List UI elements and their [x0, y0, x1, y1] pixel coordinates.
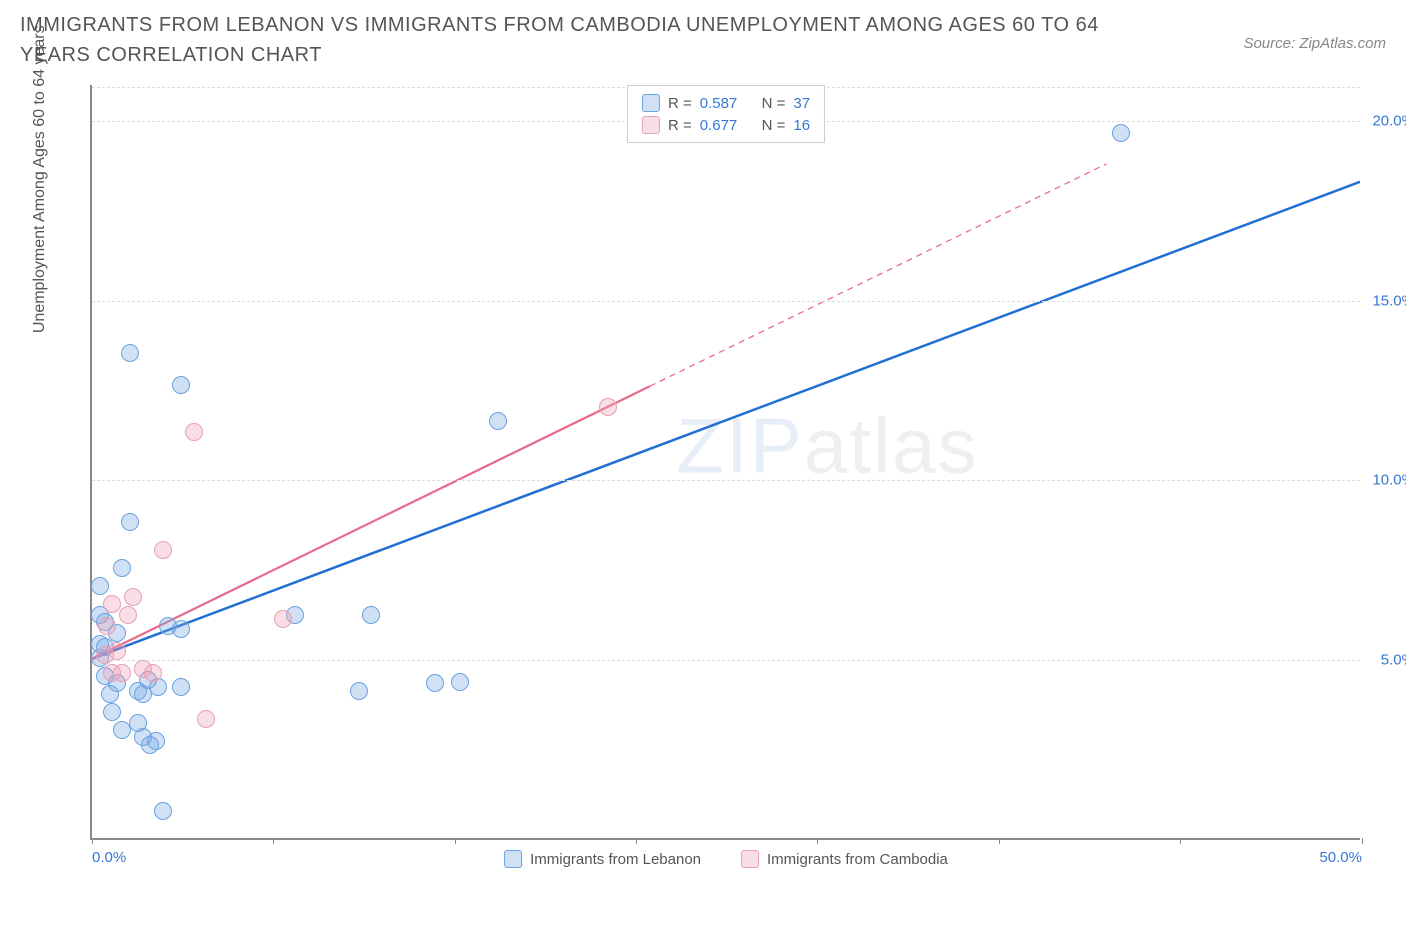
chart-container: Unemployment Among Ages 60 to 64 years R…	[60, 85, 1380, 870]
data-point-lebanon	[91, 577, 109, 595]
data-point-cambodia	[98, 617, 116, 635]
swatch-icon	[741, 850, 759, 868]
legend-label: Immigrants from Cambodia	[767, 851, 948, 868]
legend-item-lebanon: Immigrants from Lebanon	[504, 850, 701, 868]
stats-box: R = 0.587 N = 37 R = 0.677 N = 16	[627, 85, 825, 143]
data-point-lebanon	[172, 376, 190, 394]
data-point-lebanon	[121, 513, 139, 531]
header: IMMIGRANTS FROM LEBANON VS IMMIGRANTS FR…	[0, 0, 1406, 75]
data-point-lebanon	[451, 673, 469, 691]
x-tick	[636, 838, 637, 844]
stats-row-lebanon: R = 0.587 N = 37	[642, 92, 810, 114]
x-tick	[1180, 838, 1181, 844]
x-tick	[817, 838, 818, 844]
data-point-cambodia	[599, 398, 617, 416]
data-point-cambodia	[154, 541, 172, 559]
trend-lines	[92, 85, 1360, 838]
data-point-lebanon	[121, 344, 139, 362]
watermark-part2: atlas	[804, 402, 979, 490]
data-point-lebanon	[103, 703, 121, 721]
swatch-icon	[642, 116, 660, 134]
data-point-cambodia	[108, 642, 126, 660]
stat-r-label: R =	[668, 117, 692, 134]
data-point-cambodia	[124, 588, 142, 606]
data-point-lebanon	[154, 802, 172, 820]
stat-r-value: 0.587	[700, 95, 738, 112]
stat-r-value: 0.677	[700, 117, 738, 134]
x-tick	[455, 838, 456, 844]
stat-r-label: R =	[668, 95, 692, 112]
data-point-cambodia	[144, 664, 162, 682]
watermark-part1: ZIP	[676, 402, 803, 490]
data-point-cambodia	[113, 664, 131, 682]
x-tick	[92, 838, 93, 844]
swatch-icon	[642, 94, 660, 112]
gridline	[92, 480, 1360, 481]
stat-n-value: 16	[793, 117, 810, 134]
data-point-lebanon	[362, 606, 380, 624]
y-axis-title: Unemployment Among Ages 60 to 64 years	[31, 25, 49, 333]
gridline	[92, 301, 1360, 302]
y-tick-label: 20.0%	[1372, 112, 1406, 129]
watermark: ZIPatlas	[676, 401, 978, 492]
x-tick	[999, 838, 1000, 844]
data-point-lebanon	[426, 674, 444, 692]
legend-item-cambodia: Immigrants from Cambodia	[741, 850, 948, 868]
legend-label: Immigrants from Lebanon	[530, 851, 701, 868]
data-point-lebanon	[1112, 124, 1130, 142]
data-point-cambodia	[197, 710, 215, 728]
stat-n-label: N =	[762, 117, 786, 134]
x-tick	[1362, 838, 1363, 844]
gridline	[92, 660, 1360, 661]
data-point-cambodia	[119, 606, 137, 624]
stat-n-value: 37	[793, 95, 810, 112]
x-tick-label: 50.0%	[1319, 849, 1362, 866]
data-point-lebanon	[172, 678, 190, 696]
source-attribution: Source: ZipAtlas.com	[1243, 10, 1386, 52]
stats-row-cambodia: R = 0.677 N = 16	[642, 114, 810, 136]
stat-n-label: N =	[762, 95, 786, 112]
swatch-icon	[504, 850, 522, 868]
y-tick-label: 5.0%	[1381, 652, 1406, 669]
data-point-lebanon	[489, 412, 507, 430]
x-tick	[273, 838, 274, 844]
x-tick-label: 0.0%	[92, 849, 126, 866]
chart-title: IMMIGRANTS FROM LEBANON VS IMMIGRANTS FR…	[20, 10, 1140, 70]
data-point-lebanon	[147, 732, 165, 750]
y-tick-label: 10.0%	[1372, 472, 1406, 489]
y-tick-label: 15.0%	[1372, 292, 1406, 309]
plot-area: R = 0.587 N = 37 R = 0.677 N = 16 ZIPatl…	[90, 85, 1360, 840]
data-point-lebanon	[350, 682, 368, 700]
data-point-lebanon	[172, 620, 190, 638]
data-point-cambodia	[185, 423, 203, 441]
bottom-legend: Immigrants from Lebanon Immigrants from …	[504, 850, 948, 868]
data-point-lebanon	[113, 559, 131, 577]
data-point-cambodia	[274, 610, 292, 628]
